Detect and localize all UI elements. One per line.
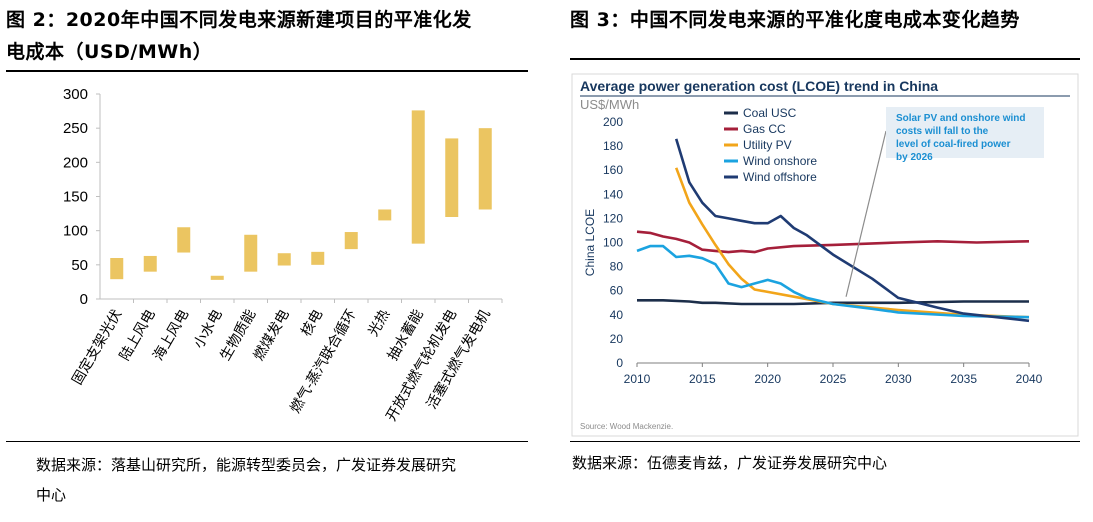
series-line [637, 299, 1029, 306]
x-tick-label: 2020 [754, 372, 781, 386]
source-note: Source: Wood Mackenzie. [580, 422, 673, 431]
series-line [674, 167, 1030, 319]
legend-label: Wind offshore [743, 170, 817, 184]
y-tick-label: 140 [603, 187, 623, 201]
left-figure-title: 图 2：2020年中国不同发电来源新建项目的平准化发 电成本（USD/MWh） [6, 4, 526, 68]
annotation-box [886, 107, 1044, 158]
y-tick-label: 80 [610, 260, 624, 274]
right-title-rule [570, 58, 1080, 60]
range-bar [277, 253, 291, 266]
range-bar [143, 255, 157, 272]
y-tick-label: 20 [610, 332, 624, 346]
series-line [674, 138, 1030, 323]
y-tick-label: 100 [603, 236, 623, 250]
left-title-line1: 图 2：2020年中国不同发电来源新建项目的平准化发 [6, 9, 472, 31]
legend-label: Utility PV [743, 138, 792, 152]
left-title-line2: 电成本（USD/MWh） [6, 41, 213, 63]
y-tick-label: 100 [63, 223, 88, 240]
y-tick-label: 180 [603, 139, 623, 153]
y-tick-label: 60 [610, 284, 624, 298]
range-bar [378, 209, 392, 221]
x-tick-label: 2030 [885, 372, 912, 386]
right-source: 数据来源：伍德麦肯兹，广发证券发展研究中心 [572, 454, 888, 472]
range-bar [478, 128, 492, 210]
left-source-rule [6, 441, 528, 442]
category-label: 小水电 [190, 307, 225, 351]
range-bar [110, 258, 124, 280]
y-tick-label: 250 [63, 120, 88, 137]
x-tick-label: 2010 [624, 372, 651, 386]
right-source-rule [570, 441, 1080, 442]
x-tick-label: 2025 [820, 372, 847, 386]
range-bar [244, 234, 258, 272]
category-label: 核电 [297, 307, 325, 339]
left-source-line2: 中心 [36, 486, 67, 504]
legend-label: Coal USC [743, 106, 797, 120]
range-bar [177, 227, 191, 253]
series-line [636, 244, 1030, 319]
category-label: 光热 [364, 307, 392, 339]
range-bar [344, 232, 358, 250]
range-bar [445, 138, 459, 217]
category-label: 燃气-蒸汽联合循环 [287, 307, 359, 416]
y-tick-label: 200 [63, 154, 88, 171]
unit-label: US$/MWh [580, 97, 639, 112]
y-tick-label: 200 [603, 115, 623, 129]
range-bar [411, 110, 425, 244]
annotation-text: Solar PV and onshore wind [896, 113, 1025, 124]
annotation-text: by 2026 [896, 152, 933, 163]
x-tick-label: 2040 [1016, 372, 1043, 386]
left-source: 数据来源：落基山研究所，能源转型委员会，广发证券发展研究 中心 [36, 450, 526, 510]
annotation-text: costs will fall to the [896, 126, 989, 137]
y-tick-label: 50 [71, 257, 88, 274]
y-tick-label: 160 [603, 163, 623, 177]
right-figure-title: 图 3：中国不同发电来源的平准化度电成本变化趋势 [570, 9, 1020, 31]
series-line [636, 230, 1030, 254]
left-bar-chart: 050100150200250300固定支架光伏陆上风电海上风电小水电生物质能燃… [63, 86, 503, 424]
left-source-line1: 数据来源：落基山研究所，能源转型委员会，广发证券发展研究 [36, 456, 457, 474]
y-tick-label: 300 [63, 86, 88, 103]
x-tick-label: 2035 [950, 372, 977, 386]
y-axis-title: China LCOE [583, 209, 597, 276]
annotation-text: level of coal-fired power [896, 139, 1011, 150]
y-tick-label: 0 [80, 291, 88, 308]
range-bar [210, 275, 224, 280]
left-figure: 图 2：2020年中国不同发电来源新建项目的平准化发 电成本（USD/MWh） … [0, 0, 540, 522]
right-line-chart: Average power generation cost (LCOE) tre… [571, 73, 1079, 437]
chart-title: Average power generation cost (LCOE) tre… [580, 78, 938, 94]
y-tick-label: 150 [63, 189, 88, 206]
legend-label: Gas CC [743, 122, 786, 136]
right-figure: 图 3：中国不同发电来源的平准化度电成本变化趋势 Average power g… [560, 0, 1093, 522]
range-bar [311, 251, 325, 265]
x-tick-label: 2015 [689, 372, 716, 386]
y-tick-label: 0 [616, 356, 623, 370]
y-tick-label: 120 [603, 211, 623, 225]
legend-label: Wind onshore [743, 154, 817, 168]
left-title-rule [6, 70, 528, 72]
y-tick-label: 40 [610, 308, 624, 322]
category-label: 固定支架光伏 [68, 307, 124, 388]
annotation-leader-line [845, 130, 887, 297]
